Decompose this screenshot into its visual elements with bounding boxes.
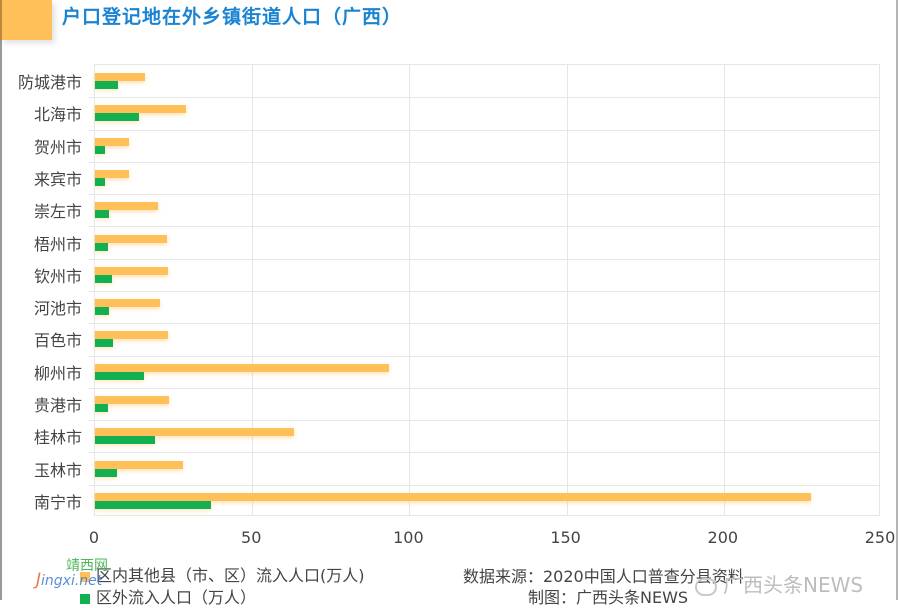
bar-intra-region (95, 202, 159, 211)
bar-intra-region (95, 460, 184, 469)
y-category-label: 北海市 (33, 105, 82, 125)
bar-outside-region (95, 339, 113, 348)
title-accent-square (0, 0, 52, 40)
horizontal-gridline (89, 420, 879, 422)
horizontal-gridline (89, 387, 879, 389)
horizontal-gridline (89, 323, 879, 325)
bar-intra-region (95, 428, 295, 437)
y-category-label: 玉林市 (33, 460, 82, 480)
legend-item-outside-region: 区外流入人口（万人） (80, 584, 256, 608)
bar-intra-region (95, 492, 812, 501)
legend-label: 区外流入人口（万人） (96, 588, 257, 607)
bar-outside-region (95, 500, 211, 509)
bar-outside-region (95, 81, 119, 90)
bar-outside-region (95, 178, 106, 186)
vertical-gridline (723, 65, 725, 515)
y-category-label: 贵港市 (33, 396, 82, 415)
bar-outside-region (95, 404, 109, 412)
horizontal-gridline (89, 194, 879, 196)
wechat-icon (695, 577, 717, 596)
legend-label: 区内其他县（市、区）流入人口(万人) (96, 566, 365, 585)
bar-outside-region (95, 371, 144, 380)
credit-text: 制图：广西头条NEWS (528, 588, 689, 607)
bar-intra-region (95, 396, 170, 404)
data-source-text: 数据来源：2020中国人口普查分县资料 (463, 567, 744, 586)
horizontal-gridline (89, 452, 879, 454)
bar-intra-region (95, 73, 145, 82)
bar-intra-region (95, 331, 169, 340)
watermark-site-url: Jingxi.net (36, 570, 103, 590)
y-category-label: 贺州市 (33, 137, 82, 157)
bar-outside-region (95, 307, 110, 316)
watermark-brand: 广西头条NEWS (695, 569, 863, 598)
y-category-label: 来宾市 (33, 170, 82, 189)
bar-intra-region (95, 105, 186, 114)
bar-intra-region (95, 299, 161, 308)
horizontal-gridline (89, 161, 879, 163)
x-tick-label: 100 (393, 528, 424, 547)
horizontal-gridline (89, 258, 879, 260)
left-border (0, 0, 2, 600)
watermark-site-name: 靖西网 (66, 558, 108, 574)
legend-swatch-green (80, 593, 90, 604)
horizontal-gridline (89, 97, 879, 99)
bar-outside-region (95, 436, 156, 445)
bar-intra-region (95, 363, 389, 372)
y-category-label: 钦州市 (33, 266, 82, 286)
x-tick-label: 150 (550, 528, 581, 547)
bar-intra-region (95, 137, 130, 146)
bar-outside-region (95, 468, 117, 477)
horizontal-gridline (89, 129, 879, 131)
horizontal-gridline (89, 226, 879, 228)
vertical-gridline (252, 65, 254, 515)
x-tick-label: 0 (88, 528, 100, 547)
y-category-label: 南宁市 (33, 492, 82, 512)
bar-outside-region (95, 242, 108, 251)
horizontal-gridline (89, 355, 879, 357)
bar-outside-region (95, 210, 110, 219)
x-tick-label: 200 (707, 528, 739, 547)
horizontal-gridline (89, 291, 879, 292)
vertical-gridline (566, 65, 568, 515)
vertical-gridline (409, 65, 411, 515)
plot-area (89, 64, 880, 516)
horizontal-gridline (89, 484, 879, 486)
bar-outside-region (95, 113, 139, 122)
right-border (896, 0, 898, 600)
y-category-label: 桂林市 (33, 428, 82, 448)
legend-item-intra-region: 区内其他县（市、区）流入人口(万人) (80, 562, 365, 586)
chart-title: 户口登记地在外乡镇街道人口（广西） (62, 6, 403, 28)
bar-outside-region (95, 145, 106, 154)
x-tick-label: 50 (241, 528, 262, 547)
y-category-label: 河池市 (33, 299, 82, 319)
legend-swatch-orange (80, 571, 90, 582)
x-tick-label: 250 (864, 528, 896, 547)
bar-intra-region (95, 170, 130, 178)
y-category-label: 梧州市 (33, 234, 82, 254)
y-category-label: 防城港市 (17, 73, 82, 93)
y-category-label: 柳州市 (33, 363, 82, 383)
bar-intra-region (95, 234, 168, 243)
bar-intra-region (95, 266, 169, 275)
y-category-label: 崇左市 (33, 202, 82, 222)
bar-outside-region (95, 274, 112, 283)
y-category-label: 百色市 (33, 331, 82, 351)
